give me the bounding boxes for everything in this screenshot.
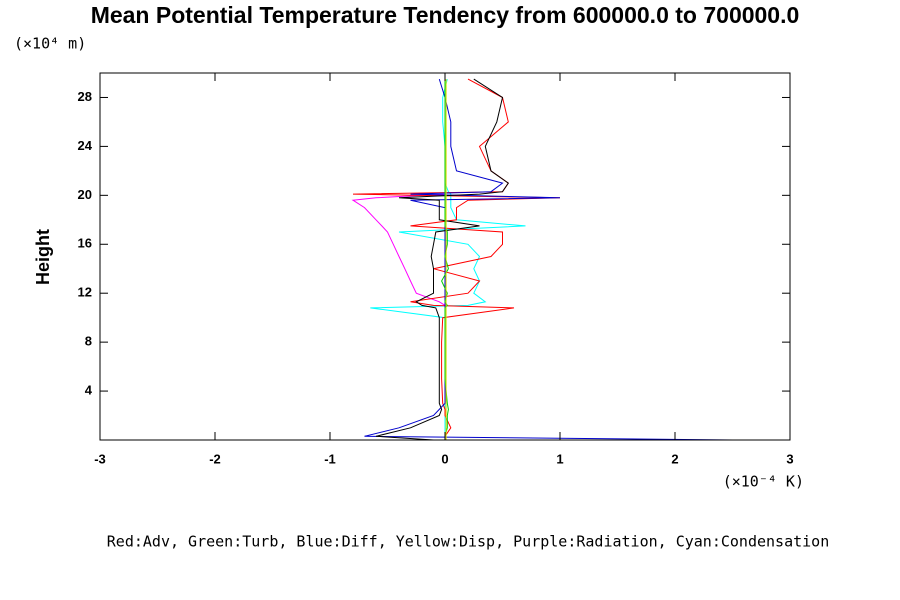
x-tick-label: 0 [441,451,448,466]
x-unit: (×10⁻⁴ K) [723,473,804,491]
y-tick-label: 24 [78,138,93,153]
y-tick-label: 20 [78,187,92,202]
profile-line [375,78,509,441]
y-tick-label: 16 [78,236,92,251]
y-tick-label: 12 [78,285,92,300]
y-unit: (×10⁴ m) [14,35,86,53]
caption: Red:Adv, Green:Turb, Blue:Diff, Yellow:D… [107,533,829,551]
profile-line [441,79,449,440]
y-tick-label: 4 [85,383,93,398]
chart-title: Mean Potential Temperature Tendency from… [91,2,800,28]
x-tick-label: -3 [94,451,106,466]
y-tick-label: 8 [85,334,92,349]
x-tick-label: 3 [786,451,793,466]
x-tick-label: 2 [671,451,678,466]
x-tick-label: -2 [209,451,221,466]
x-tick-label: 1 [556,451,563,466]
y-tick-label: 28 [78,89,92,104]
x-tick-label: -1 [324,451,336,466]
y-axis-label: Height [33,229,53,285]
